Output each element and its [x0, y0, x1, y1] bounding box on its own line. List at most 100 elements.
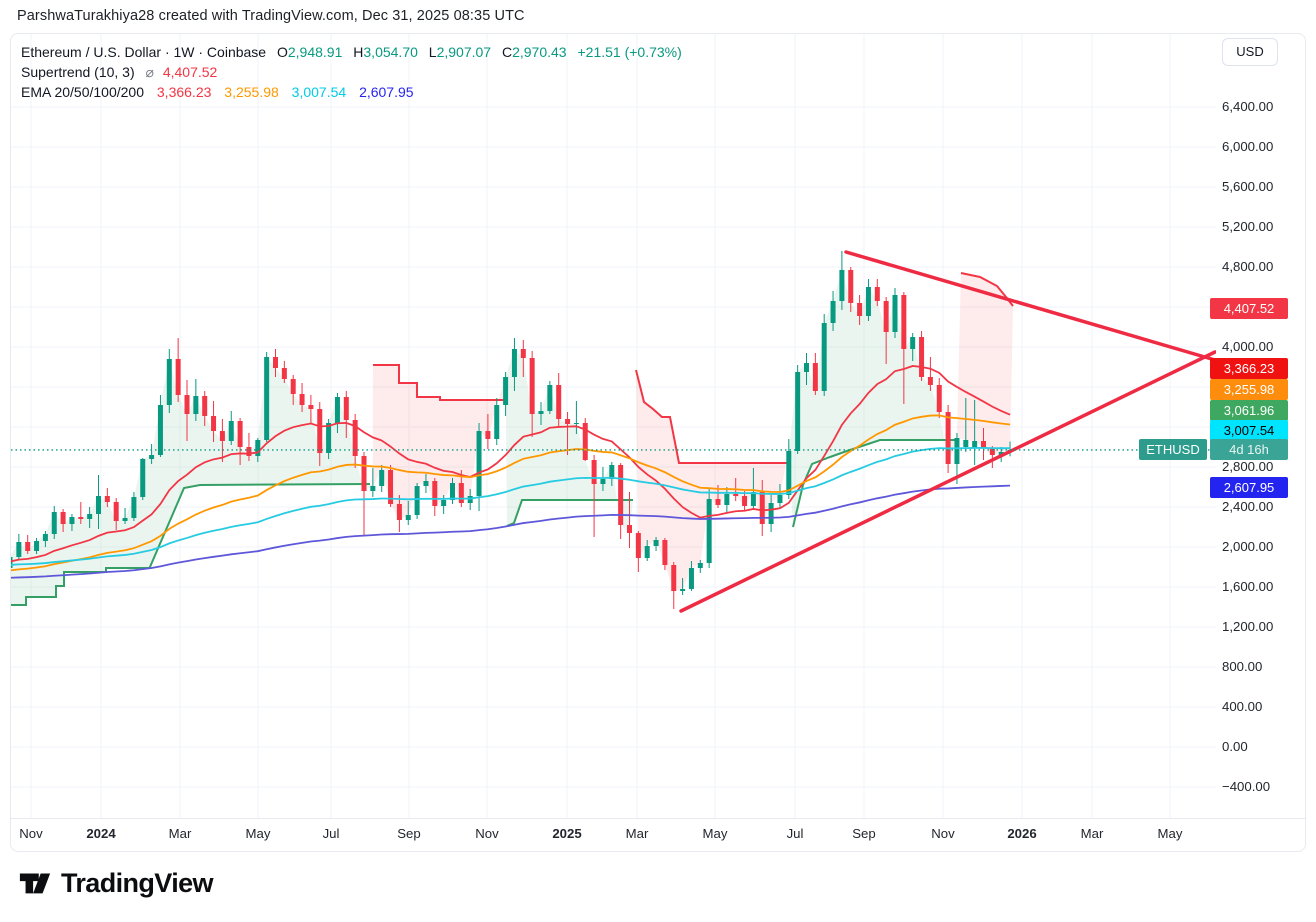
candle-body — [299, 394, 305, 405]
supertrend-fill — [636, 370, 790, 591]
time-axis-label: Nov — [19, 826, 43, 841]
ohlc-close-label: C — [501, 44, 513, 60]
time-axis-label: Nov — [931, 826, 955, 841]
supertrend-fill — [11, 357, 373, 605]
candle-body — [591, 460, 597, 484]
candle-body — [237, 421, 243, 447]
tradingview-logo[interactable]: TradingView — [18, 866, 214, 900]
tradingview-logo-mark-icon — [19, 873, 51, 894]
candle-body — [759, 492, 765, 524]
candle-body — [680, 589, 686, 591]
candle-body — [927, 377, 933, 385]
time-axis-label: 2026 — [1007, 826, 1037, 841]
candle-body — [370, 486, 376, 491]
candle-body — [812, 363, 818, 391]
time-axis-label: Mar — [1080, 826, 1104, 841]
candle-body — [361, 456, 367, 491]
time-axis-separator — [11, 818, 1305, 819]
candle-body — [175, 359, 181, 395]
candle-body — [520, 349, 526, 358]
legend: Ethereum / U.S. Dollar · 1W · Coinbase O… — [21, 42, 682, 102]
plot-area — [11, 34, 1216, 818]
candle-body — [281, 368, 287, 379]
symbol-title[interactable]: Ethereum / U.S. Dollar · 1W · Coinbase — [21, 44, 267, 60]
candle-body — [857, 303, 863, 316]
candle-body — [662, 540, 668, 565]
ema100-value: 3,007.54 — [291, 84, 347, 100]
candle-body — [157, 405, 163, 455]
candle-body — [166, 359, 172, 405]
price-badge: 3,366.23 — [1210, 357, 1288, 379]
candle-body — [688, 568, 694, 589]
price-badge: 4,407.52 — [1210, 297, 1288, 319]
price-axis-label: 4,000.00 — [1222, 339, 1274, 354]
candle-body — [653, 540, 659, 546]
candle-body — [326, 423, 332, 453]
currency-toggle-button[interactable]: USD — [1222, 38, 1278, 66]
candle-body — [388, 470, 394, 504]
candle-body — [786, 451, 792, 495]
ohlc-open-label: O — [276, 44, 288, 60]
ema50-value: 3,255.98 — [224, 84, 279, 100]
ema200-value: 2,607.95 — [359, 84, 414, 100]
candle-body — [635, 533, 641, 558]
candle-body — [423, 481, 429, 486]
candle-body — [582, 423, 588, 460]
candle-body — [529, 358, 535, 414]
candle-body — [432, 481, 438, 506]
candle-body — [715, 499, 721, 505]
candle-body — [981, 441, 986, 448]
candle-body — [441, 500, 447, 506]
supertrend-line — [506, 499, 633, 527]
ohlc-high-label: H — [353, 44, 364, 60]
trend-line[interactable] — [844, 250, 1216, 362]
candle-body — [405, 515, 411, 520]
candle-body — [131, 497, 137, 518]
candle-body — [538, 411, 544, 414]
tradingview-logo-text: TradingView — [61, 867, 214, 898]
candle-body — [777, 495, 783, 503]
ema-label[interactable]: EMA 20/50/100/200 — [21, 84, 144, 100]
time-axis-label: Nov — [475, 826, 499, 841]
price-axis-label: 4,800.00 — [1222, 259, 1274, 274]
candle-body — [69, 517, 75, 524]
candle-body — [219, 431, 225, 441]
price-axis-label: 1,600.00 — [1222, 579, 1274, 594]
candle-body — [901, 295, 907, 349]
candle-body — [919, 337, 925, 377]
countdown-badge: 4d 16h — [1210, 439, 1288, 461]
candle-body — [343, 397, 349, 420]
trend-line[interactable] — [679, 350, 1216, 613]
candle-body — [936, 385, 942, 412]
supertrend-fill — [505, 349, 633, 533]
candle-body — [246, 447, 252, 456]
change-value: +21.51 (+0.73%) — [577, 44, 682, 60]
legend-ema-row: EMA 20/50/100/200 3,366.23 3,255.98 3,00… — [21, 82, 682, 102]
candle-body — [609, 465, 615, 479]
candle-body — [671, 565, 677, 591]
price-axis-label: 2,800.00 — [1222, 459, 1274, 474]
chart-card — [10, 33, 1306, 852]
candle-body — [573, 423, 579, 424]
price-badge: 2,607.95 — [1210, 476, 1288, 498]
ohlc-low-label: L — [428, 44, 437, 60]
ohlc-close-value: 2,970.43 — [512, 44, 567, 60]
price-axis-label: −400.00 — [1222, 779, 1271, 794]
candle-body — [503, 377, 509, 405]
ema-100-line — [11, 447, 1011, 566]
price-axis-label: 5,200.00 — [1222, 219, 1274, 234]
price-badge: 3,007.54 — [1210, 419, 1288, 441]
candle-body — [458, 483, 464, 503]
supertrend-label[interactable]: Supertrend (10, 3) — [21, 64, 135, 80]
candle-body — [865, 287, 871, 316]
candle-body — [706, 499, 712, 563]
candle-body — [476, 431, 482, 496]
price-axis-label: 6,000.00 — [1222, 139, 1274, 154]
price-axis-label: 800.00 — [1222, 659, 1263, 674]
candle-body — [228, 421, 234, 441]
candle-body — [848, 270, 854, 303]
supertrend-line — [635, 369, 790, 464]
candle-body — [334, 397, 340, 423]
supertrend-fill — [788, 270, 958, 527]
